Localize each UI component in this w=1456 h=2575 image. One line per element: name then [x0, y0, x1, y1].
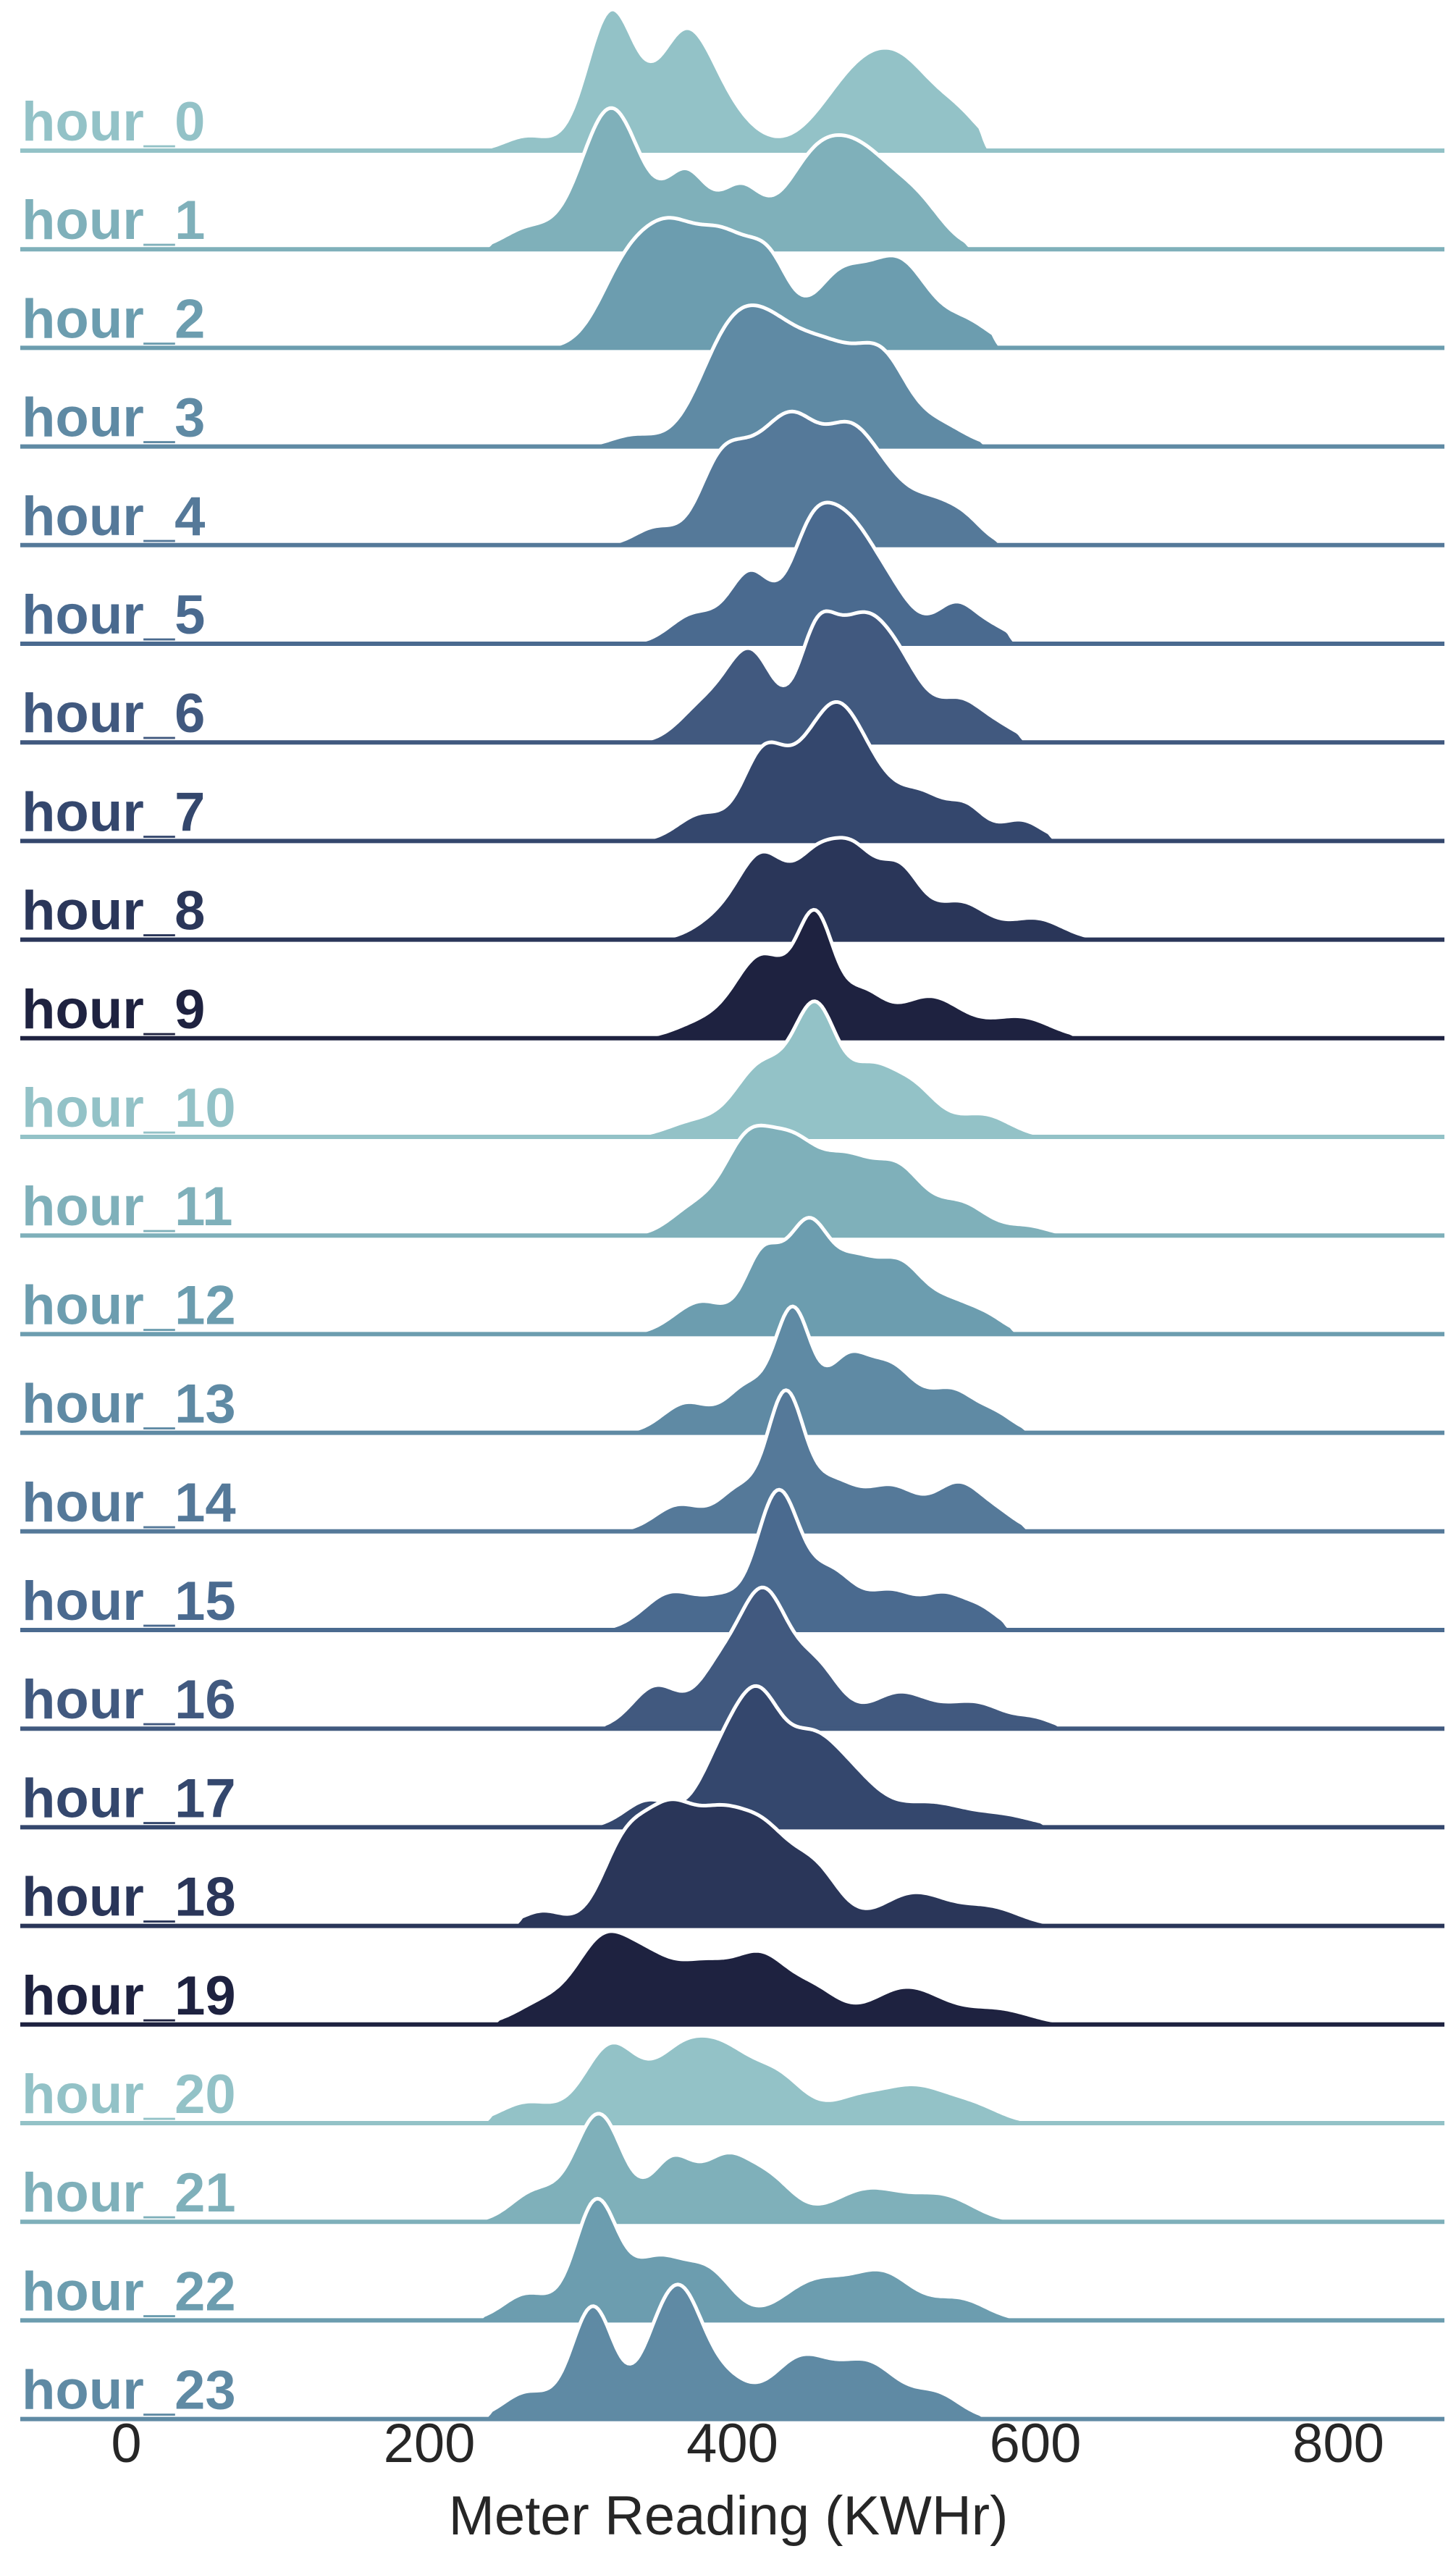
- density-area-hour_4: [602, 409, 1007, 547]
- density-area-hour_8: [624, 836, 1098, 942]
- density-area-hour_10: [624, 999, 1083, 1139]
- row-labels-group: hour_0 hour_1 hour_2 hour_3 hour_4 hour_5hour…: [22, 91, 236, 2421]
- row-label-hour_9: hour_9: [22, 979, 205, 1041]
- ridge-hour_4: [20, 409, 1444, 547]
- ridge-hour_20: [20, 2033, 1444, 2125]
- row-label-hour_14: hour_14: [22, 1472, 236, 1534]
- density-area-hour_21: [473, 2112, 1038, 2224]
- ridge-hour_19: [20, 1929, 1444, 2027]
- ridge-hour_12: [20, 1216, 1444, 1337]
- row-label-hour_8: hour_8: [22, 881, 205, 942]
- row-label-hour_6: hour_6: [22, 683, 205, 744]
- density-area-hour_1: [480, 106, 977, 251]
- ridge-hour_6: [20, 609, 1444, 745]
- row-label-hour_16: hour_16: [22, 1669, 236, 1731]
- ridge-hour_9: [20, 907, 1444, 1041]
- density-area-hour_5: [609, 500, 1019, 646]
- density-area-hour_23: [480, 2282, 992, 2421]
- x-tick-label-200: 200: [384, 2413, 476, 2474]
- ridge-hour_13: [20, 1304, 1444, 1435]
- density-area-hour_9: [586, 907, 1083, 1041]
- x-tick-label-400: 400: [686, 2413, 778, 2474]
- row-label-hour_17: hour_17: [22, 1768, 236, 1829]
- row-label-hour_7: hour_7: [22, 781, 205, 843]
- density-area-hour_3: [578, 303, 992, 449]
- x-axis-ticks: 0 200 400 600 800: [111, 2413, 1384, 2474]
- row-label-hour_20: hour_20: [22, 2064, 236, 2125]
- x-tick-label-800: 800: [1292, 2413, 1384, 2474]
- row-label-hour_11: hour_11: [22, 1176, 232, 1238]
- ridge-hour_11: [20, 1123, 1444, 1238]
- row-label-hour_3: hour_3: [22, 387, 205, 449]
- ridge-hour_18: [20, 1797, 1444, 1928]
- density-area-hour_11: [609, 1123, 1068, 1238]
- row-label-hour_4: hour_4: [22, 486, 205, 547]
- row-label-hour_23: hour_23: [22, 2360, 236, 2421]
- ridge-hour_8: [20, 836, 1444, 942]
- density-area-hour_22: [473, 2196, 1022, 2322]
- row-label-hour_1: hour_1: [22, 190, 205, 251]
- density-area-hour_20: [480, 2033, 1053, 2125]
- row-label-hour_0: hour_0: [22, 91, 205, 153]
- density-area-hour_13: [609, 1304, 1035, 1435]
- density-area-hour_19: [488, 1929, 1068, 2027]
- row-label-hour_22: hour_22: [22, 2261, 236, 2322]
- ridge-hour_0: [20, 7, 1444, 153]
- row-label-hour_19: hour_19: [22, 1965, 236, 2027]
- density-area-hour_7: [624, 700, 1060, 843]
- density-area-hour_6: [624, 609, 1030, 744]
- row-label-hour_13: hour_13: [22, 1374, 236, 1435]
- row-label-hour_5: hour_5: [22, 584, 205, 646]
- row-label-hour_15: hour_15: [22, 1571, 236, 1632]
- ridge-hour_21: [20, 2112, 1444, 2225]
- ridge-hour_14: [20, 1388, 1444, 1534]
- x-axis-label: Meter Reading (KWHr): [449, 2485, 1009, 2547]
- x-tick-label-0: 0: [111, 2413, 141, 2474]
- row-label-hour_21: hour_21: [22, 2162, 236, 2224]
- density-area-hour_14: [609, 1388, 1035, 1534]
- ridge-hour_7: [20, 700, 1444, 844]
- density-area-hour_12: [609, 1216, 1022, 1336]
- row-label-hour_2: hour_2: [22, 288, 205, 350]
- density-area-hour_0: [480, 7, 992, 153]
- ridge-hour_22: [20, 2196, 1444, 2323]
- density-area-hour_2: [495, 216, 1004, 350]
- density-area-hour_18: [510, 1797, 1068, 1928]
- density-area-hour_15: [586, 1487, 1015, 1632]
- ridge-hour_5: [20, 500, 1444, 646]
- density-area-hour_16: [594, 1585, 1068, 1731]
- x-tick-label-600: 600: [990, 2413, 1082, 2474]
- row-label-hour_12: hour_12: [22, 1274, 236, 1336]
- ridge-hour_10: [20, 999, 1444, 1139]
- ridges-group: [20, 7, 1444, 2421]
- row-label-hour_10: hour_10: [22, 1078, 236, 1139]
- ridge-hour_23: [20, 2282, 1444, 2421]
- row-label-hour_18: hour_18: [22, 1867, 236, 1928]
- ridge-hour_3: [20, 303, 1444, 449]
